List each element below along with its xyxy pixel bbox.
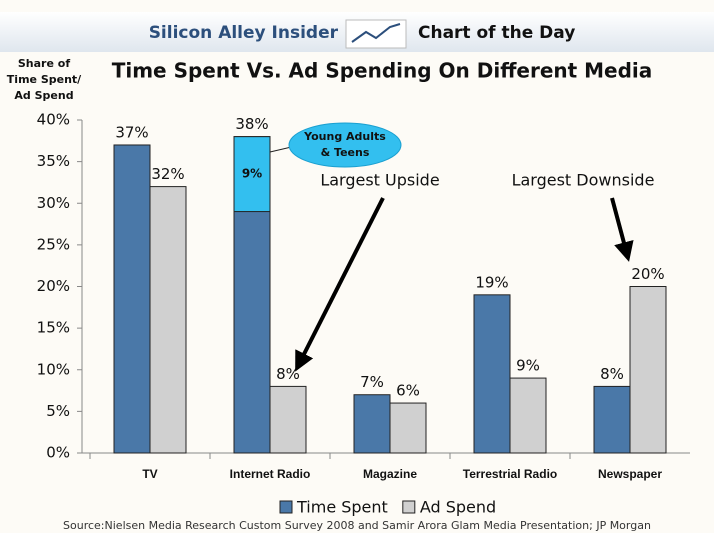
y-tick-label: 30% <box>37 194 70 212</box>
y-axis-label: Time Spent/ <box>7 73 82 86</box>
legend-label: Ad Spend <box>420 498 496 517</box>
value-label: 9% <box>516 357 540 375</box>
highlight-label: 9% <box>242 167 262 181</box>
bar <box>149 186 187 454</box>
value-label: 38% <box>235 115 268 133</box>
y-tick-label: 10% <box>37 360 70 378</box>
bar <box>113 144 151 454</box>
source: Source:Nielsen Media Research Custom Sur… <box>63 519 651 532</box>
bar <box>509 377 547 454</box>
chart-title: Time Spent Vs. Ad Spending On Different … <box>112 59 653 83</box>
y-axis-label: Ad Spend <box>14 89 73 102</box>
y-tick-label: 20% <box>37 277 70 295</box>
bar <box>269 385 307 454</box>
y-tick-label: 40% <box>37 111 70 129</box>
y-tick-label: 0% <box>46 444 70 462</box>
bar <box>389 402 427 454</box>
tagline: Chart of the Day <box>418 23 575 43</box>
callout-text: Young Adults <box>303 130 386 143</box>
bar <box>593 385 631 454</box>
value-label: 19% <box>475 273 508 291</box>
legend-swatch <box>402 500 416 514</box>
y-tick-label: 15% <box>37 319 70 337</box>
callout-text: & Teens <box>321 146 370 159</box>
y-tick-label: 5% <box>46 402 70 420</box>
callout-bubble <box>288 122 402 168</box>
highlight-segment <box>233 136 271 213</box>
x-tick-label: Newspaper <box>598 467 662 481</box>
annotation: Largest Upside <box>320 171 439 190</box>
annotation-arrow <box>295 197 385 372</box>
x-tick-label: Terrestrial Radio <box>463 467 557 481</box>
value-label: 8% <box>600 365 624 383</box>
value-label: 7% <box>360 373 384 391</box>
value-label: 32% <box>151 165 184 183</box>
value-label: 6% <box>396 382 420 400</box>
x-tick-label: Internet Radio <box>230 467 311 481</box>
annotation-arrow <box>610 197 634 262</box>
annotation: Largest Downside <box>512 171 655 190</box>
bar <box>353 394 391 454</box>
value-label: 37% <box>115 123 148 141</box>
y-axis-label: Share of <box>18 57 70 70</box>
value-label: 20% <box>631 265 664 283</box>
y-tick-label: 35% <box>37 152 70 170</box>
bar <box>629 286 667 454</box>
y-tick-label: 25% <box>37 235 70 253</box>
site-name: Silicon Alley Insider <box>149 23 339 43</box>
bar <box>473 294 511 454</box>
legend-swatch <box>279 500 293 514</box>
x-tick-label: TV <box>142 467 157 481</box>
value-label: 8% <box>276 365 300 383</box>
header-logo <box>345 19 407 49</box>
x-tick-label: Magazine <box>363 467 417 481</box>
legend-label: Time Spent <box>296 498 388 517</box>
